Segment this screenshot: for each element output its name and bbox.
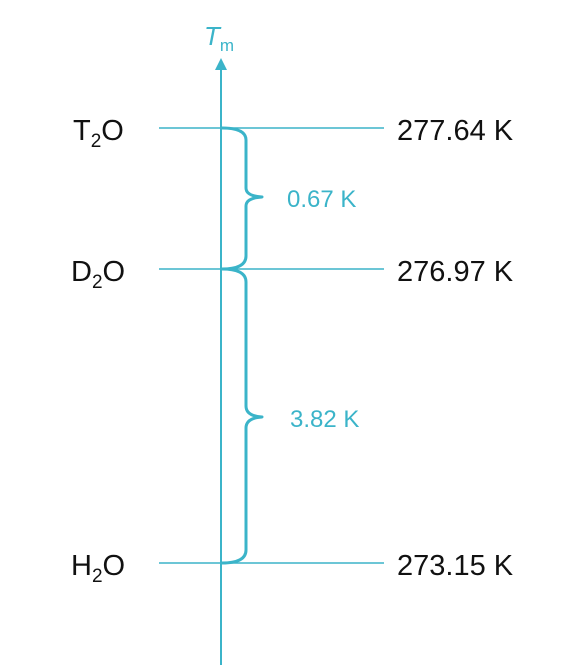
difference-label-lower: 3.82 K — [290, 406, 359, 433]
formula-label-d2o: D2O — [71, 256, 125, 293]
formula-label-h2o: H2O — [71, 550, 125, 587]
difference-label-upper: 0.67 K — [287, 186, 356, 213]
axis-label: Tm — [204, 21, 234, 55]
formula-label-t2o: T2O — [73, 115, 124, 152]
axis-arrow-head — [215, 58, 227, 70]
value-label-t2o: 277.64 K — [397, 115, 514, 147]
brace-lower — [220, 267, 264, 565]
value-label-h2o: 273.15 K — [397, 550, 514, 582]
value-label-d2o: 276.97 K — [397, 256, 514, 288]
brace-upper — [220, 126, 264, 271]
